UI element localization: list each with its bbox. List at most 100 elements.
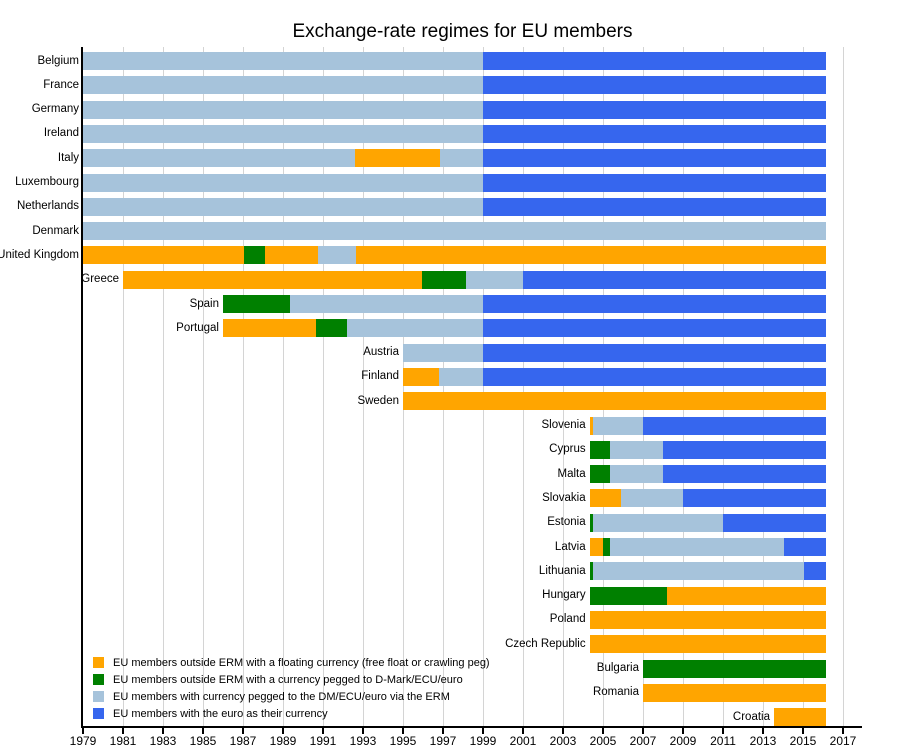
- bar-segment-erm: [83, 173, 483, 192]
- bar-segment-float: [643, 683, 826, 702]
- bar-segment-euro: [483, 76, 826, 95]
- bar-segment-euro: [663, 440, 826, 459]
- bar-segment-euro: [483, 295, 826, 313]
- x-axis-line: [81, 726, 862, 728]
- bar-segment-erm: [593, 513, 723, 532]
- bar-segment-pegged: [589, 513, 593, 532]
- bar-segment-euro: [643, 416, 826, 435]
- bar-segment-erm: [593, 562, 804, 581]
- gridline-1983: [162, 47, 164, 727]
- bar-segment-pegged: [422, 270, 466, 289]
- country-label: Italy: [57, 151, 79, 164]
- gridline-1997: [442, 47, 444, 727]
- bar-segment-float: [774, 708, 826, 727]
- gridline-2015: [802, 47, 804, 727]
- bar-segment-float: [589, 416, 593, 435]
- bar-segment-euro: [483, 367, 826, 386]
- axis-tick-1993: [362, 728, 364, 734]
- country-label: Malta: [557, 467, 586, 480]
- axis-tick-label: 1983: [149, 734, 177, 748]
- gridline-1999: [482, 47, 484, 727]
- gridline-1989: [282, 47, 284, 727]
- bar-segment-float: [403, 392, 826, 411]
- chart-title: Exchange-rate regimes for EU members: [292, 21, 633, 42]
- bar-segment-pegged: [589, 586, 667, 605]
- bar-segment-euro: [723, 513, 826, 532]
- axis-tick-1979: [82, 728, 84, 734]
- bar-segment-pegged: [603, 538, 610, 556]
- country-label: Spain: [189, 297, 219, 310]
- gridline-2011: [722, 47, 724, 727]
- axis-tick-1995: [402, 728, 404, 734]
- bar-segment-euro: [483, 100, 826, 119]
- bar-segment-float: [83, 246, 244, 265]
- axis-tick-label: 2001: [509, 734, 537, 748]
- bar-segment-euro: [483, 52, 826, 70]
- bar-segment-float: [223, 319, 316, 338]
- country-label: Netherlands: [16, 200, 79, 213]
- bar-segment-erm: [466, 270, 523, 289]
- axis-tick-2009: [682, 728, 684, 734]
- axis-tick-1991: [322, 728, 324, 734]
- axis-tick-1999: [482, 728, 484, 734]
- bar-segment-erm: [347, 319, 483, 338]
- axis-tick-label: 1985: [189, 734, 217, 748]
- legend-item-erm: EU members with currency pegged to the D…: [93, 688, 490, 705]
- bar-segment-float: [403, 367, 439, 386]
- gridline-1993: [362, 47, 364, 727]
- axis-tick-label: 1993: [349, 734, 377, 748]
- bar-segment-euro: [483, 319, 826, 338]
- bar-segment-pegged: [223, 295, 290, 313]
- bar-segment-euro: [483, 149, 826, 168]
- axis-tick-label: 2003: [549, 734, 577, 748]
- country-label: Sweden: [357, 394, 399, 407]
- axis-tick-1997: [442, 728, 444, 734]
- country-label: Czech Republic: [505, 637, 586, 650]
- bar-segment-euro: [663, 465, 826, 484]
- bar-segment-euro: [683, 489, 826, 508]
- country-label: Estonia: [547, 516, 586, 529]
- bar-segment-float: [667, 586, 826, 605]
- gridline-2017: [842, 47, 844, 727]
- legend-label-euro: EU members with the euro as their curren…: [113, 707, 328, 720]
- gridline-2009: [682, 47, 684, 727]
- legend-item-float: EU members outside ERM with a floating c…: [93, 654, 490, 671]
- bar-segment-pegged: [589, 465, 610, 484]
- bar-segment-erm: [290, 295, 483, 313]
- gridline-2013: [762, 47, 764, 727]
- legend-label-float: EU members outside ERM with a floating c…: [113, 656, 490, 669]
- country-label: Austria: [363, 346, 399, 359]
- country-label: Portugal: [176, 321, 219, 334]
- axis-tick-2017: [842, 728, 844, 734]
- axis-tick-1983: [162, 728, 164, 734]
- gridline-1987: [242, 47, 244, 727]
- axis-tick-2013: [762, 728, 764, 734]
- legend-item-euro: EU members with the euro as their curren…: [93, 705, 490, 722]
- bar-segment-erm: [403, 343, 483, 362]
- gridline-2003: [562, 47, 564, 727]
- bar-segment-float: [356, 246, 826, 265]
- country-label: Slovenia: [541, 419, 586, 431]
- axis-tick-2003: [562, 728, 564, 734]
- axis-tick-label: 2011: [710, 734, 736, 748]
- bar-segment-euro: [523, 270, 826, 289]
- legend: EU members outside ERM with a floating c…: [93, 654, 490, 722]
- axis-tick-1987: [242, 728, 244, 734]
- axis-tick-label: 1999: [469, 734, 497, 748]
- bar-segment-erm: [593, 416, 643, 435]
- bar-segment-pegged: [643, 659, 826, 678]
- bar-segment-float: [123, 270, 422, 289]
- axis-tick-2011: [722, 728, 724, 734]
- bar-segment-erm: [610, 538, 784, 556]
- bar-segment-euro: [784, 538, 826, 556]
- axis-tick-2005: [602, 728, 604, 734]
- bar-segment-euro: [804, 562, 826, 581]
- bar-segment-erm: [83, 124, 483, 143]
- country-label: Belgium: [37, 54, 79, 67]
- legend-swatch-erm-icon: [93, 691, 104, 702]
- bar-segment-erm: [83, 222, 826, 241]
- gridline-2007: [642, 47, 644, 727]
- bar-segment-erm: [621, 489, 683, 508]
- country-label: Croatia: [732, 710, 770, 723]
